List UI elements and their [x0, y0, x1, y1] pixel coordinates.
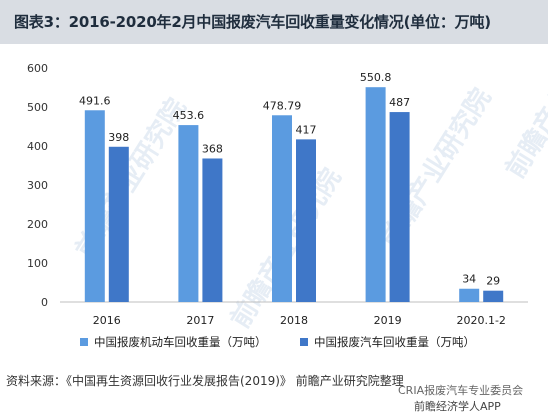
bar	[483, 290, 504, 302]
bar	[108, 146, 129, 302]
bar	[459, 288, 480, 302]
y-tick-label: 200	[27, 218, 48, 231]
data-label: 417	[296, 123, 317, 136]
legend-label: 中国报废汽车回收重量（万吨）	[314, 335, 475, 349]
data-label: 491.6	[79, 94, 111, 107]
y-tick-label: 0	[41, 296, 48, 309]
footer-watermark-text: CRIA报废汽车专业委员会	[398, 383, 523, 397]
bar	[365, 87, 386, 302]
title-bar: 图表3：2016-2020年2月中国报废汽车回收重量变化情况(单位：万吨)	[0, 0, 548, 44]
legend-swatch	[300, 338, 308, 346]
legend-swatch	[80, 338, 88, 346]
bar	[272, 115, 292, 302]
bar	[296, 139, 316, 302]
data-label: 34	[462, 273, 476, 286]
legend-label: 中国报废机动车回收重量（万吨）	[94, 335, 267, 349]
y-tick-label: 500	[27, 101, 48, 114]
x-tick-label: 2018	[280, 314, 308, 327]
bar	[178, 125, 199, 302]
data-label: 550.8	[360, 71, 392, 84]
watermark-text: 前瞻产业研究院	[500, 13, 548, 184]
x-tick-label: 2016	[93, 314, 121, 327]
data-label: 453.6	[173, 109, 205, 122]
x-tick-label: 2019	[374, 314, 402, 327]
data-label: 478.79	[263, 99, 302, 112]
chart-title: 图表3：2016-2020年2月中国报废汽车回收重量变化情况(单位：万吨)	[14, 13, 491, 31]
footer-watermark-text: 前瞻经济学人APP	[414, 399, 501, 413]
y-tick-label: 100	[27, 257, 48, 270]
bar	[84, 110, 105, 302]
x-tick-label: 2020.1-2	[456, 314, 505, 327]
source-note: 资料来源：《中国再生资源回收行业发展报告(2019)》 前瞻产业研究院整理	[6, 374, 404, 388]
y-tick-label: 300	[27, 179, 48, 192]
x-tick-label: 2017	[186, 314, 214, 327]
data-label: 398	[108, 131, 129, 144]
data-label: 487	[389, 96, 410, 109]
data-label: 368	[202, 142, 223, 155]
bar	[389, 112, 410, 302]
data-label: 29	[486, 275, 500, 288]
y-tick-label: 600	[27, 62, 48, 75]
y-tick-label: 400	[27, 140, 48, 153]
bar	[202, 158, 223, 302]
